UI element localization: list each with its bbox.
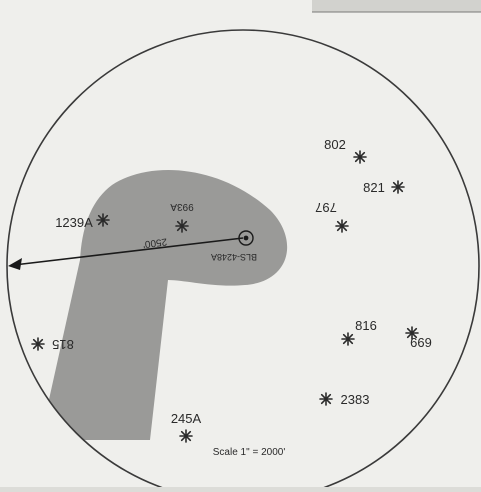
marker-2383-label: 2383	[341, 392, 370, 407]
zone-polygon	[40, 170, 288, 441]
star-icon	[96, 213, 110, 227]
marker-821: 821	[363, 180, 405, 195]
marker-797: 797	[315, 200, 349, 233]
center-label: BLS-4248A	[211, 252, 257, 262]
star-icon	[175, 219, 189, 233]
scale-label: Scale 1" = 2000'	[213, 447, 286, 458]
star-icon	[391, 180, 405, 194]
marker-993a: 993A	[170, 201, 194, 233]
star-icon	[31, 337, 45, 351]
marker-802-label: 802	[324, 137, 346, 152]
radius-label: 2500'	[142, 236, 167, 250]
star-icon	[179, 429, 193, 443]
marker-993a-label: 993A	[170, 201, 194, 212]
marker-815-label: 815	[52, 337, 74, 352]
marker-816: 816	[341, 318, 377, 346]
star-icon	[335, 219, 349, 233]
marker-815: 815	[31, 337, 74, 352]
marker-699: 699	[405, 326, 432, 350]
marker-1239a-label: 1239A	[55, 215, 93, 230]
marker-2383: 2383	[319, 392, 370, 407]
star-icon	[353, 150, 367, 164]
star-icon	[341, 332, 355, 346]
marker-1239a: 1239A	[55, 213, 110, 230]
center-target-icon	[238, 230, 254, 246]
marker-816-label: 816	[355, 318, 377, 333]
marker-245a-label: 245A	[171, 411, 202, 426]
star-icon	[319, 392, 333, 406]
radius-circle	[6, 29, 480, 492]
marker-245a: 245A	[171, 411, 202, 443]
frame-strip	[312, 0, 481, 12]
radius-arrowhead	[8, 258, 22, 270]
marker-802: 802	[324, 137, 367, 164]
marker-699-label: 699	[410, 335, 432, 350]
marker-821-label: 821	[363, 180, 385, 195]
shaded-zone	[40, 170, 288, 441]
radius-line	[13, 237, 244, 266]
marker-797-label: 797	[315, 200, 337, 215]
